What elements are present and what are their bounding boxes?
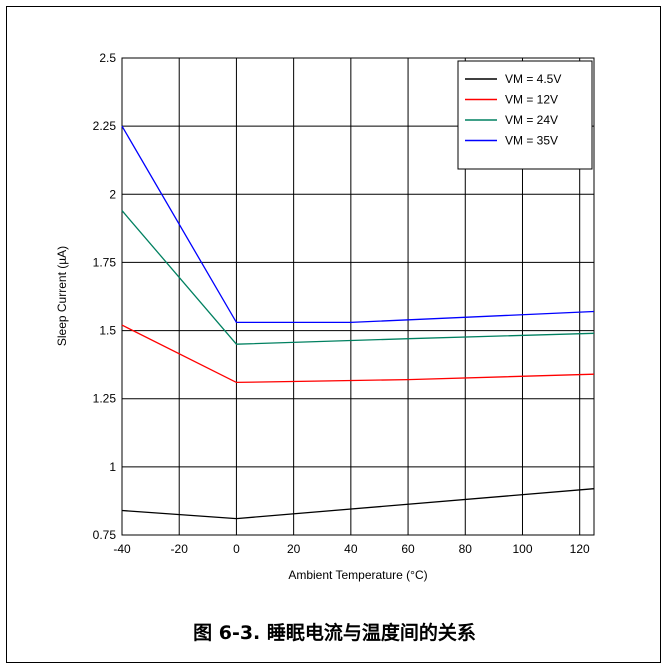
legend-label: VM = 4.5V	[505, 72, 561, 86]
series-layer	[121, 125, 595, 520]
legend-label: VM = 35V	[505, 134, 558, 148]
figure-caption: 图 6-3. 睡眠电流与温度间的关系	[193, 622, 476, 644]
y-tick-label: 2.25	[93, 119, 117, 133]
y-tick-label: 1.75	[93, 255, 117, 269]
x-tick-label: 120	[570, 542, 590, 556]
x-tick-label: 60	[401, 542, 415, 556]
y-axis-label: Sleep Current (µA)	[55, 246, 69, 346]
legend-label: VM = 24V	[505, 113, 558, 127]
x-tick-label: -20	[171, 542, 189, 556]
y-tick-label: 0.75	[93, 528, 117, 542]
line-chart: -40 -20 0 20 40 60 80 100 120 0.75 1 1.25 1.5 1.75 2 2.…	[55, 51, 595, 582]
x-tick-label: 0	[233, 542, 240, 556]
series-line	[121, 210, 595, 345]
y-tick-label: 1	[109, 460, 116, 474]
x-tick-label: 80	[459, 542, 473, 556]
y-tick-label: 2.5	[99, 51, 116, 65]
y-tick-label: 2	[109, 187, 116, 201]
y-tick-label: 1.5	[99, 324, 116, 338]
legend: VM = 4.5V VM = 12V VM = 24V VM = 35V	[457, 60, 593, 170]
y-tick-label: 1.25	[93, 392, 117, 406]
series-line	[121, 488, 595, 520]
x-tick-label: 100	[512, 542, 532, 556]
x-axis-label: Ambient Temperature (°C)	[288, 568, 427, 582]
series-line	[121, 125, 595, 324]
x-tick-label: -40	[113, 542, 131, 556]
x-tick-label: 20	[287, 542, 301, 556]
x-tick-label: 40	[344, 542, 358, 556]
legend-label: VM = 12V	[505, 93, 558, 107]
tick-labels: -40 -20 0 20 40 60 80 100 120 0.75 1 1.25 1.5 1.75 2 2.…	[93, 51, 590, 556]
series-line	[121, 324, 595, 384]
